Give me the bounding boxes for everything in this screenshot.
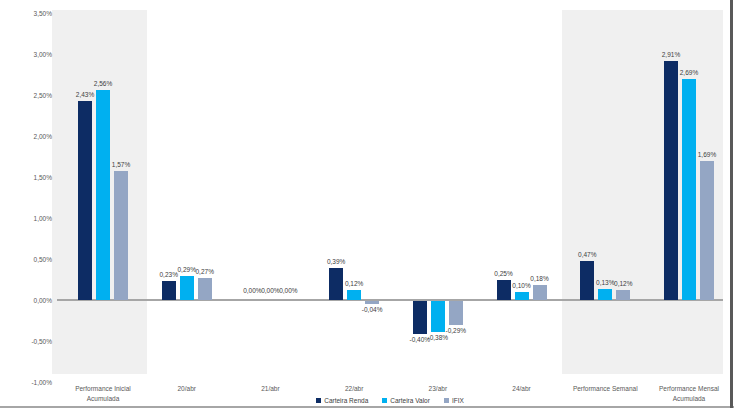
bar-ifix (700, 161, 714, 300)
category-label: Performance Inicial (56, 384, 151, 393)
y-axis-tick-label: 1,00% (12, 214, 52, 223)
chart-legend: Carteira Renda Carteira Valor IFIX (57, 396, 723, 405)
right-border-line (730, 0, 733, 408)
bar-carteira-renda (78, 101, 92, 300)
category-label: 20/abr (139, 384, 234, 393)
bar-carteira-valor (682, 79, 696, 300)
performance-bar-chart: 3,50% 3,00% 2,50% 2,00% 1,50% 1,00% 0,50% 0,00%… (0, 0, 734, 415)
bar-value-label: 2,69% (669, 69, 709, 77)
bar-value-label: 0,18% (520, 275, 560, 283)
bar-ifix (449, 301, 463, 325)
bar-carteira-valor (180, 276, 194, 300)
bar-ifix (533, 285, 547, 300)
bar-value-label: 0,27% (185, 268, 225, 276)
legend-item-carteira-valor: Carteira Valor (382, 397, 430, 404)
y-axis-tick-label: 0,00% (12, 296, 52, 305)
category-label: 23/abr (390, 384, 485, 393)
bar-value-label: 0,47% (567, 251, 607, 259)
y-axis-tick-label: 2,50% (12, 91, 52, 100)
bar-value-label: 0,39% (316, 258, 356, 266)
bar-value-label: 1,69% (687, 151, 727, 159)
category-label: Performance Mensal (641, 384, 734, 393)
category-label: 21/abr (223, 384, 318, 393)
bar-value-label: -0,38% (418, 334, 458, 342)
bar-value-label: 1,57% (101, 161, 141, 169)
bar-carteira-valor (515, 292, 529, 300)
bar-carteira-renda (664, 61, 678, 300)
bar-carteira-valor (347, 290, 361, 300)
bar-value-label: 0,12% (334, 280, 374, 288)
bar-value-label: 0,25% (484, 270, 524, 278)
legend-item-ifix: IFIX (444, 397, 464, 404)
category-label: Performance Semanal (558, 384, 653, 393)
bar-value-label: 2,91% (651, 51, 691, 59)
bar-value-label: 0,12% (603, 280, 643, 288)
legend-label: Carteira Valor (390, 397, 430, 404)
bar-value-label: 2,56% (83, 80, 123, 88)
y-axis-tick-label: 3,50% (12, 9, 52, 18)
category-label: 22/abr (307, 384, 402, 393)
bar-value-label: -0,29% (436, 327, 476, 335)
bar-value-label: -0,04% (352, 306, 392, 314)
legend-swatch-icon (382, 398, 387, 403)
legend-label: IFIX (452, 397, 464, 404)
y-axis-tick-label: 0,50% (12, 255, 52, 264)
y-axis-tick-label: 2,00% (12, 132, 52, 141)
category-label: 24/abr (474, 384, 569, 393)
bar-carteira-renda (162, 281, 176, 300)
legend-item-carteira-renda: Carteira Renda (316, 397, 368, 404)
bar-value-label: 0,00% (268, 287, 308, 295)
y-axis-tick-label: -0,50% (12, 337, 52, 346)
bar-carteira-valor (96, 90, 110, 300)
bar-carteira-renda (413, 301, 427, 334)
legend-swatch-icon (316, 398, 321, 403)
bar-ifix (198, 278, 212, 300)
bar-ifix (616, 290, 630, 300)
bar-ifix (365, 301, 379, 304)
legend-label: Carteira Renda (324, 397, 368, 404)
y-axis-tick-label: -1,00% (12, 378, 52, 387)
y-axis-tick-label: 1,50% (12, 173, 52, 182)
bar-ifix (114, 171, 128, 300)
legend-swatch-icon (444, 398, 449, 403)
bottom-divider-line (0, 406, 734, 408)
y-axis-tick-label: 3,00% (12, 50, 52, 59)
highlight-region (562, 10, 723, 374)
bar-carteira-valor (598, 289, 612, 300)
